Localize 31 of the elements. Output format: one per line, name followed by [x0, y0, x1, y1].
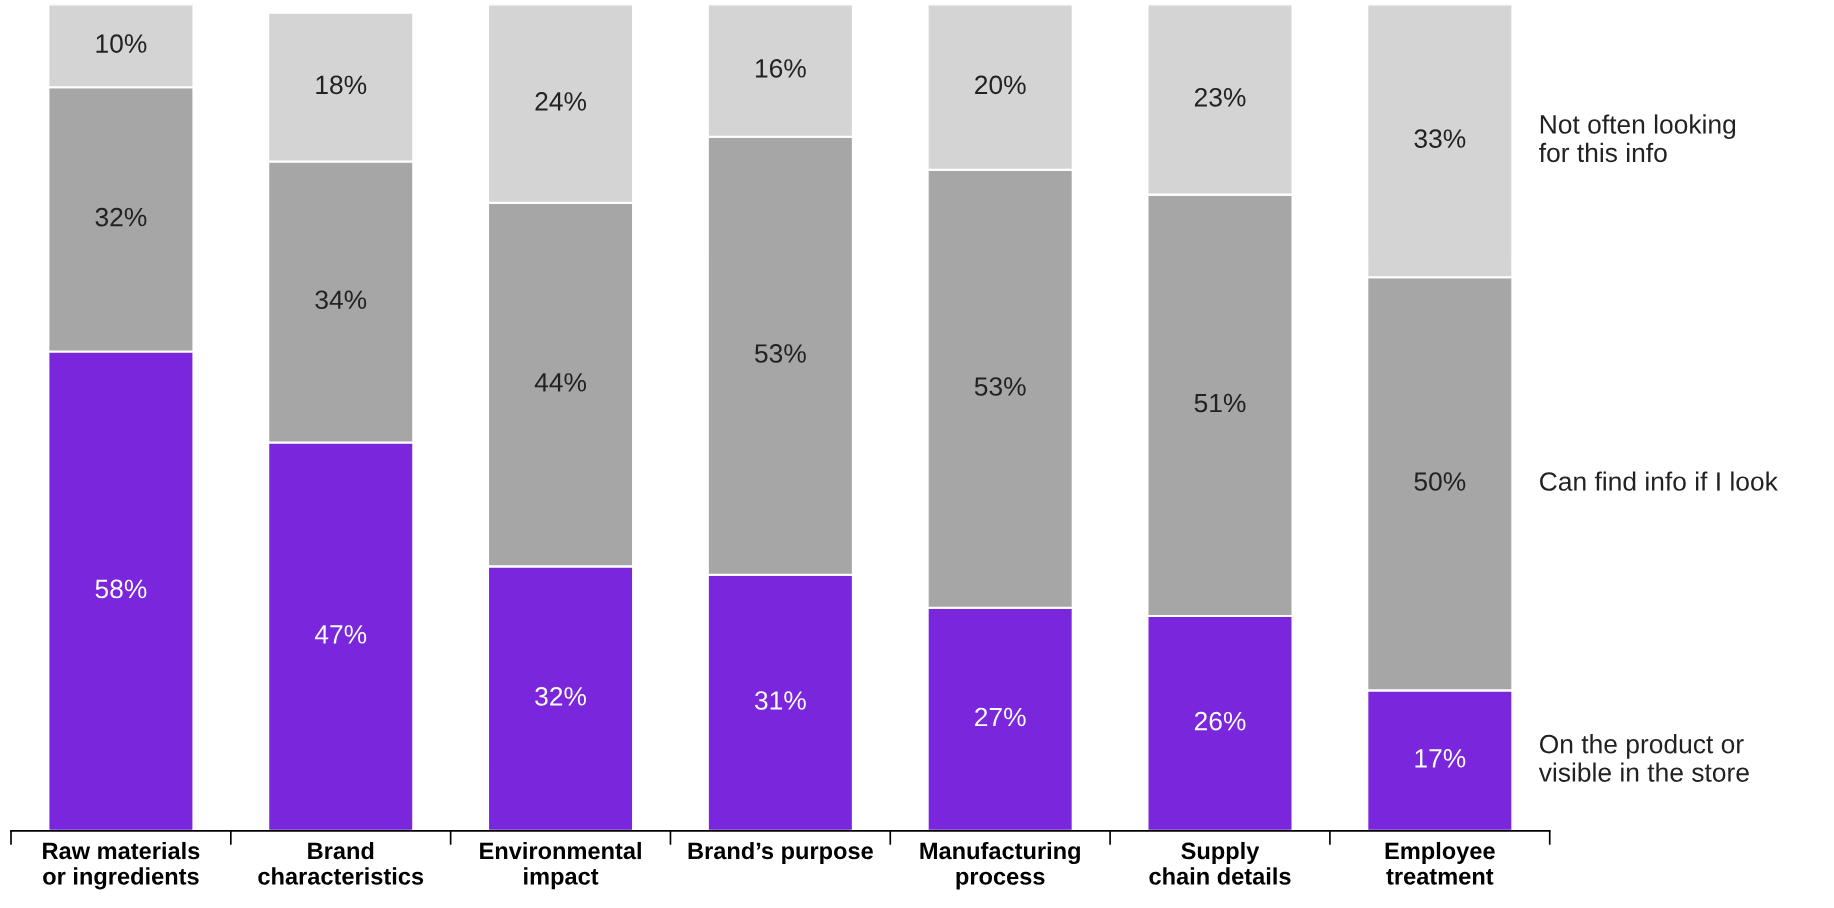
series-label: On the product or visible in the store	[1538, 734, 1749, 782]
data-label: 44%	[534, 373, 587, 392]
data-label: 18%	[316, 75, 367, 95]
data-label: 51%	[1194, 393, 1246, 413]
x-tick-label: Raw materials or ingredients	[43, 841, 200, 890]
data-label: 32%	[95, 207, 147, 227]
data-label: 33%	[1414, 129, 1466, 148]
data-label: 47%	[314, 625, 367, 644]
data-label: 10%	[96, 34, 147, 53]
data-label: 16%	[755, 59, 806, 78]
data-label: 31%	[754, 691, 806, 710]
data-label: 32%	[535, 687, 587, 706]
series-label: Not often looking for this info	[1539, 114, 1736, 163]
data-label: 24%	[535, 92, 587, 111]
data-label: 53%	[755, 344, 806, 363]
x-tick-label: Employee treatment	[1385, 841, 1495, 885]
data-label: 58%	[95, 579, 147, 599]
data-label: 27%	[975, 707, 1026, 727]
data-label: 50%	[1414, 472, 1466, 491]
data-label: 34%	[315, 290, 367, 310]
data-label: 17%	[1415, 749, 1466, 768]
data-label: 53%	[974, 377, 1026, 396]
x-tick-label: Environmental impact	[480, 841, 641, 890]
x-tick-label: Manufacturing process	[920, 841, 1080, 890]
data-label: 23%	[1194, 87, 1246, 107]
data-label: 20%	[975, 75, 1026, 95]
x-tick-label: Brand’s purpose	[688, 841, 873, 864]
data-label: 26%	[1194, 711, 1246, 731]
series-label: Can find info if I look	[1540, 471, 1778, 491]
x-tick-label: Brand characteristics	[258, 841, 424, 885]
x-tick-label: Supply chain details	[1149, 841, 1291, 885]
